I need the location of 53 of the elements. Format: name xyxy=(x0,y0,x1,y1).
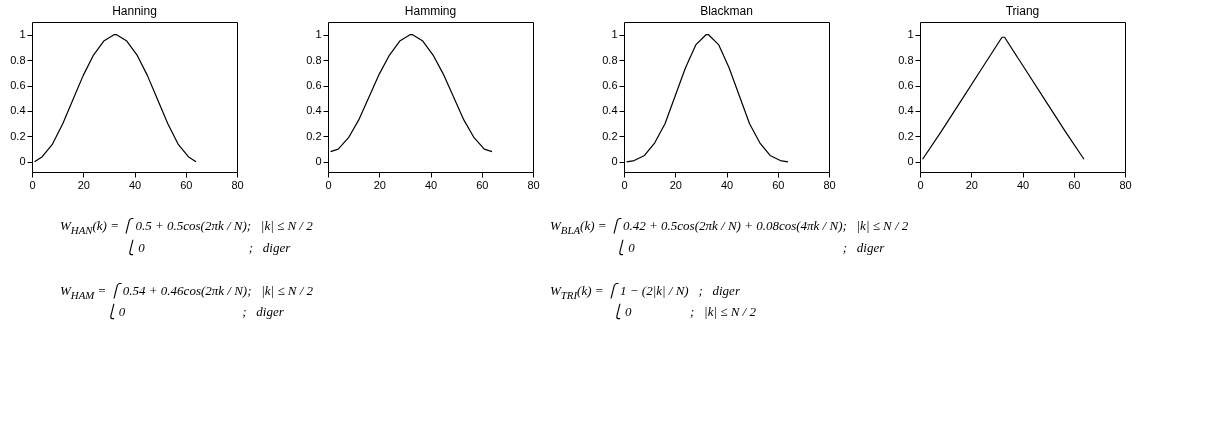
x-tick-label: 80 xyxy=(1119,178,1132,191)
x-tick-label: 20 xyxy=(965,178,978,191)
x-tick-label: 0 xyxy=(29,178,36,191)
y-tick-label: 0.8 xyxy=(10,53,26,66)
x-tick-label: 80 xyxy=(527,178,540,191)
x-tick-label: 40 xyxy=(1016,178,1030,191)
x-tick-label: 20 xyxy=(77,178,90,191)
x-tick-label: 40 xyxy=(128,178,142,191)
y-tick-label: 0.2 xyxy=(10,129,26,142)
y-tick-label: 0.6 xyxy=(602,79,618,92)
chart-title: Blackman xyxy=(700,4,753,18)
y-tick-label: 0.8 xyxy=(602,53,618,66)
y-tick-label: 0.8 xyxy=(898,53,914,66)
x-tick-label: 0 xyxy=(621,178,628,191)
x-tick-label: 60 xyxy=(1068,178,1081,191)
x-tick-label: 80 xyxy=(823,178,836,191)
chart-title: Hamming xyxy=(404,4,457,18)
y-tick-label: 0 xyxy=(315,155,322,168)
y-tick-label: 0 xyxy=(19,155,26,168)
x-tick-label: 60 xyxy=(772,178,785,191)
y-tick-label: 0.2 xyxy=(898,129,914,142)
chart-title: Triang xyxy=(1005,4,1040,18)
y-tick-label: 0.4 xyxy=(602,104,618,117)
y-tick-label: 0.4 xyxy=(898,104,914,117)
y-tick-label: 0.4 xyxy=(306,104,322,117)
text: W$_{HAM}$ = ⎧ 0.54 + 0.46cos(2πk / N); |k| ≤ N / 2 ⎩ 0 ; diger xyxy=(60,281,315,321)
x-tick-label: 40 xyxy=(720,178,734,191)
line-series xyxy=(329,34,493,153)
y-tick-label: 0.6 xyxy=(10,79,26,92)
y-tick-label: 1 xyxy=(611,28,618,41)
y-tick-label: 1 xyxy=(315,28,322,41)
y-tick-label: 1 xyxy=(19,28,26,41)
y-tick-label: 0.6 xyxy=(898,79,914,92)
y-tick-label: 0.2 xyxy=(306,129,322,142)
x-tick-label: 60 xyxy=(180,178,193,191)
text: W$_{HAN}$(k) = ⎧ 0.5 + 0.5cos(2πk / N); |k| ≤ N / 2 ⎩ 0 ; diger xyxy=(60,217,314,256)
x-tick-label: 20 xyxy=(373,178,386,191)
y-tick-label: 0.4 xyxy=(10,104,26,117)
x-tick-label: 0 xyxy=(325,178,332,191)
y-tick-label: 0.6 xyxy=(306,79,322,92)
x-tick-label: 20 xyxy=(669,178,682,191)
x-tick-label: 0 xyxy=(917,178,924,191)
y-tick-label: 0.8 xyxy=(306,53,322,66)
text: W$_{TRI}$(k) = ⎧ 1 − (2|k| / N) ; diger ⎩ 0 ; |k| ≤ N / 2 xyxy=(550,281,757,321)
chart-title: Hanning xyxy=(112,4,157,18)
y-tick-label: 0 xyxy=(611,155,618,168)
y-tick-label: 1 xyxy=(907,28,914,41)
x-tick-label: 80 xyxy=(231,178,244,191)
text: W$_{BLA}$(k) = ⎧ 0.42 + 0.5cos(2πk / N) + 0.08cos(4πk / N); |k| ≤ N / 2 ⎩ 0 ; diger xyxy=(550,217,910,256)
y-tick-label: 0 xyxy=(907,155,914,168)
x-tick-label: 40 xyxy=(424,178,438,191)
x-tick-label: 60 xyxy=(476,178,489,191)
y-tick-label: 0.2 xyxy=(602,129,618,142)
